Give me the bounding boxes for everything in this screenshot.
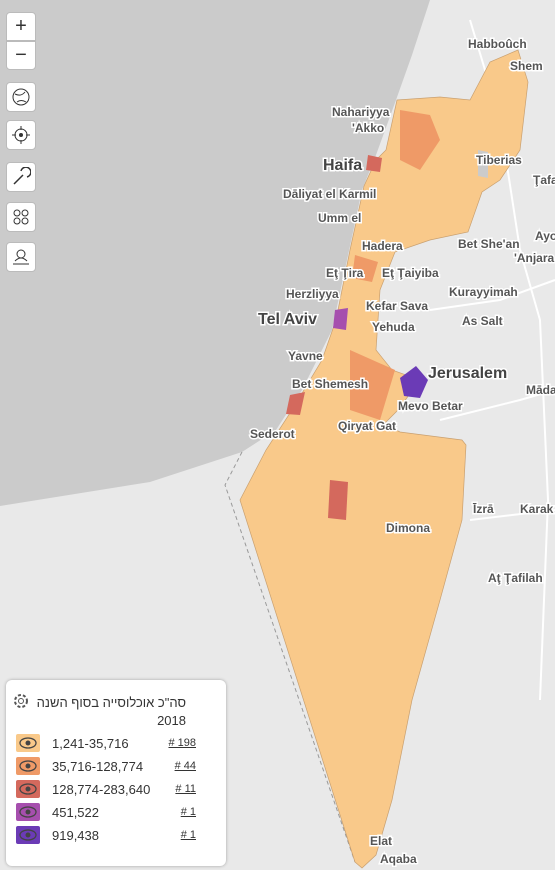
place-label: Nahariyya (332, 105, 390, 119)
measure-button[interactable] (6, 162, 36, 192)
legend-range: 1,241-35,716 (52, 736, 129, 751)
legend-swatch[interactable] (16, 734, 40, 752)
place-label: Māda (526, 383, 555, 397)
place-label: Aţ Ţafilah (488, 571, 543, 585)
place-label: Ţafa (533, 173, 555, 187)
place-label: Qiryat Gat (338, 419, 396, 433)
legend-count[interactable]: # 11 (175, 783, 196, 795)
place-label: Bet She'an (458, 237, 520, 251)
legend-item: 919,438 # 1 (16, 826, 196, 846)
place-label: Tiberias (476, 153, 522, 167)
place-label: Kurayyimah (449, 285, 518, 299)
place-label: Haifa (323, 157, 362, 174)
legend-swatch[interactable] (16, 803, 40, 821)
place-label: Kefar Sava (366, 299, 428, 313)
region (328, 480, 348, 520)
region (352, 255, 378, 282)
legend-range: 35,716-128,774 (52, 759, 144, 774)
place-label: Mevo Betar (398, 399, 463, 413)
legend-swatch[interactable] (16, 780, 40, 798)
place-label: Eţ Ţira (326, 266, 364, 280)
region (400, 366, 428, 398)
region (286, 392, 305, 415)
place-label: Sederot (250, 427, 295, 441)
legend-item: 451,522 # 1 (16, 803, 196, 823)
place-label: Elat (370, 834, 392, 848)
place-label: Hadera (362, 239, 403, 253)
place-label: Aqaba (380, 852, 417, 866)
region (366, 155, 382, 172)
israel-regions (239, 49, 529, 869)
locate-button[interactable] (6, 120, 36, 150)
border (224, 451, 356, 863)
legend-range: 919,438 (52, 828, 99, 843)
region (350, 350, 395, 420)
legend-item: 35,716-128,774 # 44 (16, 757, 196, 777)
legend-count[interactable]: # 44 (174, 760, 196, 772)
legend-swatch[interactable] (16, 757, 40, 775)
place-label: Herzliyya (286, 287, 339, 301)
legend-range: 451,522 (52, 805, 99, 820)
place-label: Īzrā (472, 502, 494, 516)
place-label: 'Anjara (514, 251, 555, 265)
globe-button[interactable] (6, 82, 36, 112)
place-label: Karak (520, 502, 554, 516)
legend-count[interactable]: # 1 (180, 829, 196, 841)
place-label: Eţ Ţaiyiba (382, 266, 439, 280)
place-label: Ayo (535, 229, 555, 243)
layers-button[interactable] (6, 202, 36, 232)
zoom-out[interactable]: − (6, 41, 36, 70)
place-label: Umm el (318, 211, 361, 225)
sea (0, 0, 430, 506)
place-label: Tel Aviv (258, 311, 317, 328)
legend-item: 1,241-35,716 # 198 (16, 734, 196, 754)
region (333, 308, 348, 330)
settings-icon[interactable] (10, 690, 32, 712)
lake (478, 150, 488, 178)
legend-title: סה"כ אוכלוסייה בסוף השנה 2018 (36, 695, 186, 728)
place-label: Yavne (288, 349, 323, 363)
user-button[interactable] (6, 242, 36, 272)
legend-range: 128,774-283,640 (52, 782, 151, 797)
place-label: 'Akko (352, 121, 384, 135)
legend-item: 128,774-283,640 # 11 (16, 780, 196, 800)
zoom-in[interactable]: + (6, 12, 36, 41)
place-label: Dimona (386, 521, 430, 535)
place-label: Habboûch (468, 37, 527, 51)
place-label: Shem (510, 59, 543, 73)
legend: סה"כ אוכלוסייה בסוף השנה 2018 1,241-35,7… (6, 680, 226, 866)
place-label: As Salt (462, 314, 503, 328)
place-label: Bet Shemesh (292, 377, 368, 391)
place-label: Yehuda (372, 320, 415, 334)
legend-swatch[interactable] (16, 826, 40, 844)
region (400, 110, 440, 170)
place-label: Dāliyat el Karmil (283, 187, 376, 201)
legend-count[interactable]: # 198 (168, 737, 196, 749)
place-label: Jerusalem (428, 365, 507, 382)
legend-count[interactable]: # 1 (180, 806, 196, 818)
